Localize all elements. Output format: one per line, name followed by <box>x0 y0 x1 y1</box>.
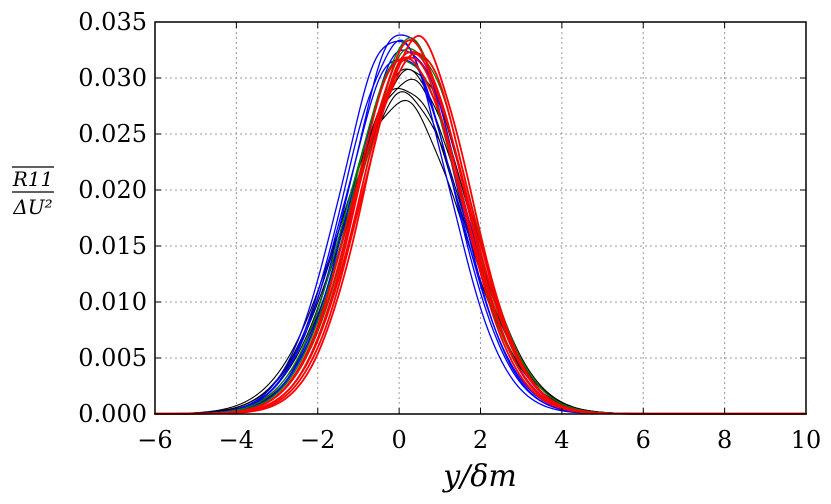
x-tick-label: 6 <box>636 426 651 454</box>
y-tick-label: 0.015 <box>78 232 147 260</box>
y-tick-label: 0.005 <box>78 344 147 372</box>
x-tick-label: −2 <box>300 426 335 454</box>
curve-layer <box>154 34 807 415</box>
y-tick-label: 0.035 <box>78 8 147 36</box>
x-tick-label: 0 <box>391 426 406 454</box>
series-line-blue-1 <box>154 34 807 415</box>
y-tick-label: 0.010 <box>78 288 147 316</box>
x-tick-label: 10 <box>791 426 822 454</box>
x-tick-label: −6 <box>137 426 172 454</box>
y-tick-label: 0.030 <box>78 64 147 92</box>
x-tick-label: 4 <box>554 426 569 454</box>
y-axis-title-denominator: ΔU² <box>12 195 52 219</box>
y-axis-title-numerator: R11 <box>12 167 54 191</box>
x-axis-title: y/δm <box>441 459 517 494</box>
y-tick-label: 0.000 <box>78 400 147 428</box>
y-tick-label: 0.025 <box>78 120 147 148</box>
x-axis-ticks: −6 −4 −2 0 2 4 6 8 10 <box>137 22 821 454</box>
x-tick-label: 8 <box>717 426 732 454</box>
y-axis-title: R11 ΔU² <box>12 166 54 219</box>
x-axis-title-text: y/δm <box>441 459 517 494</box>
x-tick-label: 2 <box>473 426 488 454</box>
x-tick-label: −4 <box>219 426 254 454</box>
grid-layer <box>155 22 806 414</box>
y-axis-ticks: 0.000 0.005 0.010 0.015 0.020 0.025 0.030 0.035 <box>78 8 806 428</box>
y-tick-label: 0.020 <box>78 176 147 204</box>
